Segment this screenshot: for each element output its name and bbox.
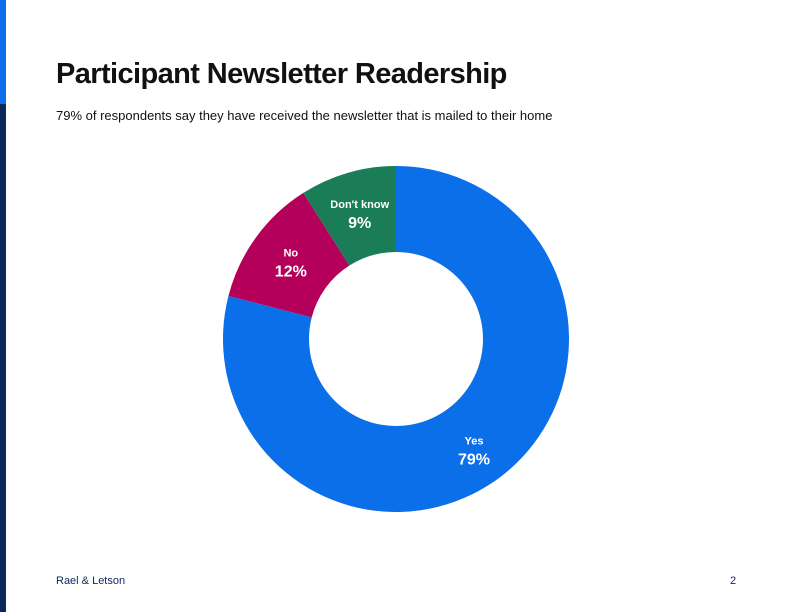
slice-no	[228, 192, 350, 318]
slice-yes	[222, 166, 569, 513]
slice-don-t-know	[303, 166, 396, 266]
slide-title: Participant Newsletter Readership	[56, 58, 507, 90]
slice-label-no: No	[283, 248, 298, 260]
slice-label-don-t-know: Don't know	[330, 199, 389, 211]
page-number: 2	[730, 575, 737, 587]
slice-value-yes: 79%	[458, 451, 490, 468]
slide-subtitle: 79% of respondents say they have receive…	[56, 108, 553, 123]
slice-value-no: 12%	[275, 264, 307, 281]
left-accent-bar-highlight	[0, 0, 6, 104]
left-accent-bar	[0, 0, 6, 612]
slice-label-yes: Yes	[465, 435, 484, 447]
footer-company: Rael & Letson	[56, 575, 126, 587]
slice-value-don-t-know: 9%	[348, 215, 371, 232]
